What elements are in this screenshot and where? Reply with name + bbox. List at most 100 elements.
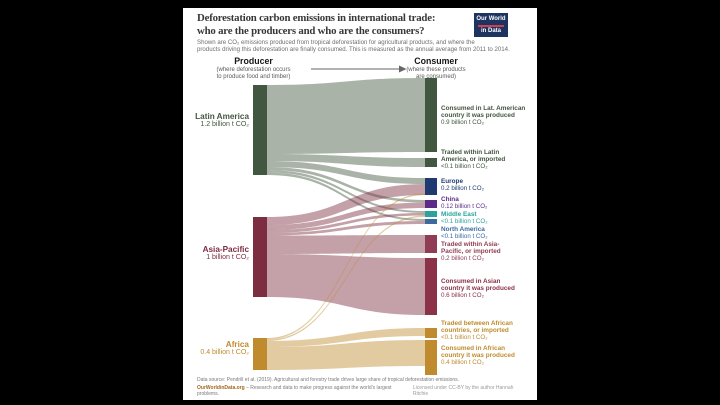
consumer-node <box>425 235 437 253</box>
producer-column-subtitle-line1: (where deforestation occurs <box>216 67 291 73</box>
consumer-node <box>425 178 437 195</box>
consumer-name-line: North America <box>441 226 485 233</box>
consumer-value: 0.4 billion t CO₂ <box>441 359 484 367</box>
consumer-node <box>425 328 437 338</box>
producer-node <box>253 85 267 175</box>
consumer-node <box>425 78 437 152</box>
consumer-name-line: Pacific, or imported <box>441 248 501 256</box>
consumer-name-line: Middle East <box>441 211 477 218</box>
consumer-value: <0.1 billion t CO₂ <box>441 218 488 226</box>
producer-column-subtitle: (where deforestation occurs to produce f… <box>201 67 306 81</box>
sankey-flow <box>267 167 425 203</box>
chart-subtitle: Shown are CO₂ emissions produced from tr… <box>197 39 533 53</box>
consumer-column-title: Consumer <box>414 56 458 66</box>
consumer-name-line: country it was produced <box>441 352 515 360</box>
consumer-name-line: China <box>441 196 459 203</box>
sankey-flow <box>267 235 425 254</box>
producer-column-title: Producer <box>234 56 273 66</box>
consumer-value: 0.12 billion t CO₂ <box>441 203 488 211</box>
owid-logo-line1: Our World <box>476 16 506 22</box>
consumer-name-line: Consumed in Lat. American <box>441 105 526 112</box>
consumer-value: 0.2 billion t CO₂ <box>441 255 484 263</box>
sankey-flow <box>267 161 425 184</box>
producer-value: 1 billion t CO₂ <box>206 254 249 261</box>
footer-second-line: OurWorldinData.org – Research and data t… <box>197 385 529 398</box>
arrow-head-icon <box>399 65 407 73</box>
consumer-column-subtitle-line1: (where these products <box>406 67 466 73</box>
data-source-note: Data source: Pendrill et al. (2019). Agr… <box>197 377 460 383</box>
owid-logo-line2: in Data <box>480 27 501 34</box>
producer-value: 1.2 billion t CO₂ <box>200 121 249 128</box>
sankey-flow <box>267 328 425 347</box>
consumer-node <box>425 158 437 167</box>
consumer-node <box>425 219 437 224</box>
sankey-flow <box>267 221 425 236</box>
sankey-flow <box>267 254 425 315</box>
consumer-label: Consumed in Lat. American country it was … <box>441 105 536 127</box>
producer-label: Africa 0.4 billion t CO₂ <box>183 340 249 357</box>
chart-subtitle-line1: Shown are CO₂ emissions produced from tr… <box>197 39 475 46</box>
chart-footer: Data source: Pendrill et al. (2019). Agr… <box>197 377 529 398</box>
producer-label: Latin America 1.2 billion t CO₂ <box>183 112 249 129</box>
chart-title: Deforestation carbon emissions in intern… <box>197 12 477 37</box>
sankey-svg <box>253 65 437 375</box>
owid-logo: Our World in Data <box>474 13 508 37</box>
consumer-column-header: Consumer (where these products are consu… <box>386 56 486 81</box>
producer-name: Africa <box>225 340 249 349</box>
owid-credit: OurWorldinData.org – Research and data t… <box>197 385 413 398</box>
sankey-flow <box>267 202 425 230</box>
consumer-name-line: country it was produced <box>441 112 515 120</box>
consumer-name-line: America, or imported <box>441 156 506 164</box>
chart-title-line1: Deforestation carbon emissions in intern… <box>197 12 436 24</box>
consumer-node <box>425 211 437 217</box>
consumer-name-line: country it was produced <box>441 285 515 293</box>
consumer-label: Europe 0.2 billion t CO₂ <box>441 178 536 192</box>
consumer-value: 0.9 billion t CO₂ <box>441 119 484 127</box>
consumer-node <box>425 200 437 208</box>
producer-name: Latin America <box>195 112 249 121</box>
chart-card: Deforestation carbon emissions in intern… <box>183 8 537 400</box>
consumer-label: North America <0.1 billion t CO₂ <box>441 226 536 240</box>
consumer-node <box>425 258 437 315</box>
sankey-flow <box>267 213 425 233</box>
sankey-flow <box>267 154 425 167</box>
consumer-label: Traded within Latin America, or imported <… <box>441 149 536 171</box>
consumer-column-subtitle: (where these products are consumed) <box>386 67 486 81</box>
producer-node <box>253 338 267 370</box>
consumer-name-line: Traded between African <box>441 320 513 327</box>
chart-subtitle-line2: products driving this deforestation are … <box>197 46 510 54</box>
sankey-flow <box>267 340 425 370</box>
consumer-name-line: Europe <box>441 178 464 185</box>
consumer-value: <0.1 billion t CO₂ <box>441 334 488 342</box>
consumer-node <box>425 340 437 375</box>
sankey-flow <box>267 78 425 154</box>
producer-value: 0.4 billion t CO₂ <box>200 349 249 356</box>
consumer-label: Middle East <0.1 billion t CO₂ <box>441 211 536 225</box>
producer-name: Asia-Pacific <box>202 245 249 254</box>
owid-logo-accent-bar <box>478 24 504 27</box>
consumer-value: <0.1 billion t CO₂ <box>441 163 488 171</box>
owid-url: OurWorldinData.org <box>197 384 245 391</box>
sankey-flow <box>267 170 425 213</box>
consumer-label: Traded within Asia- Pacific, or imported 0… <box>441 241 536 263</box>
consumer-label: Traded between African countries, or impo… <box>441 320 536 342</box>
consumer-value: 0.2 billion t CO₂ <box>441 185 484 193</box>
sankey-flow <box>267 184 425 225</box>
consumer-label: Consumed in Asian country it was produced… <box>441 278 536 300</box>
consumer-value: <0.1 billion t CO₂ <box>441 233 488 241</box>
consumer-value: 0.6 billion t CO₂ <box>441 292 484 300</box>
sankey-links <box>267 78 425 370</box>
producer-column-header: Producer (where deforestation occurs to … <box>201 56 306 81</box>
consumer-column-subtitle-line2: are consumed) <box>415 73 457 80</box>
sankey-flow <box>267 172 425 221</box>
consumer-label: China 0.12 billion t CO₂ <box>441 196 536 210</box>
consumer-name-line: Traded within Latin <box>441 149 500 156</box>
license-note: Licensed under CC-BY by the author Hanna… <box>412 384 514 398</box>
producer-label: Asia-Pacific 1 billion t CO₂ <box>183 245 249 262</box>
producer-node <box>253 217 267 297</box>
consumer-name-line: Consumed in Asian <box>441 278 501 285</box>
consumer-name-line: countries, or imported <box>441 327 509 335</box>
consumer-name-line: Traded within Asia- <box>441 241 500 248</box>
sankey-flow <box>267 193 425 340</box>
